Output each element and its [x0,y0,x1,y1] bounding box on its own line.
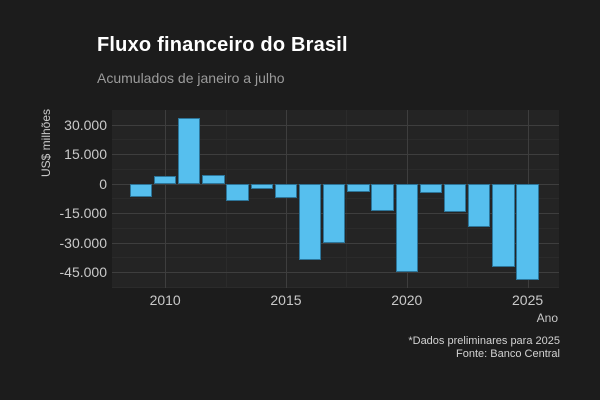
bar-2015 [274,183,298,199]
bar-2025 [516,183,539,281]
gridline-y-major [112,242,559,244]
bar-2024 [492,183,515,268]
bar-2021 [419,183,443,193]
y-tick-label: 0 [99,175,107,192]
x-tick-label: 2025 [512,292,544,308]
y-tick-label: 15.000 [64,146,107,163]
gridline-x-minor [346,110,348,288]
y-tick-label: -30.000 [59,234,107,251]
gridline-y-minor [112,286,559,288]
gridline-y-minor [112,257,559,259]
y-tick-label: 30.000 [64,116,107,133]
y-tick-label: -15.000 [59,205,107,222]
bar-2023 [468,183,491,227]
bar-2009 [129,183,153,198]
footer: *Dados preliminares para 2025 Fonte: Ban… [408,335,560,360]
bar-2018 [347,183,370,193]
bar-2016 [298,183,322,261]
x-axis-title: Ano [536,311,558,325]
gridline-x-major [165,110,167,288]
bar-2014 [250,183,273,189]
bar-2017 [323,183,346,243]
bar-2012 [202,174,225,184]
bar-2020 [395,183,418,272]
gridline-y-major [112,272,559,274]
gridline-y-major [112,124,559,126]
x-tick-label: 2010 [149,292,181,308]
bar-2010 [154,175,177,184]
bar-2013 [226,183,249,202]
bar-2011 [178,117,201,184]
footer-source: Fonte: Banco Central [456,347,560,360]
chart-title: Fluxo financeiro do Brasil [97,34,348,56]
gridline-x-minor [467,110,469,288]
gridline-x-minor [225,110,227,288]
x-tick-label: 2015 [270,292,302,308]
plot-panel [112,110,559,288]
gridline-y-minor [112,168,559,170]
gridline-y-major [112,154,559,156]
footer-note: *Dados preliminares para 2025 [408,335,560,347]
gridline-y-minor [112,139,559,141]
bar-2019 [371,183,394,212]
bar-2022 [443,183,467,213]
x-tick-label: 2020 [391,292,423,308]
y-tick-label: -45.000 [59,264,107,281]
gridline-x-major [285,110,287,288]
chart-subtitle: Acumulados de janeiro a julho [97,70,285,86]
